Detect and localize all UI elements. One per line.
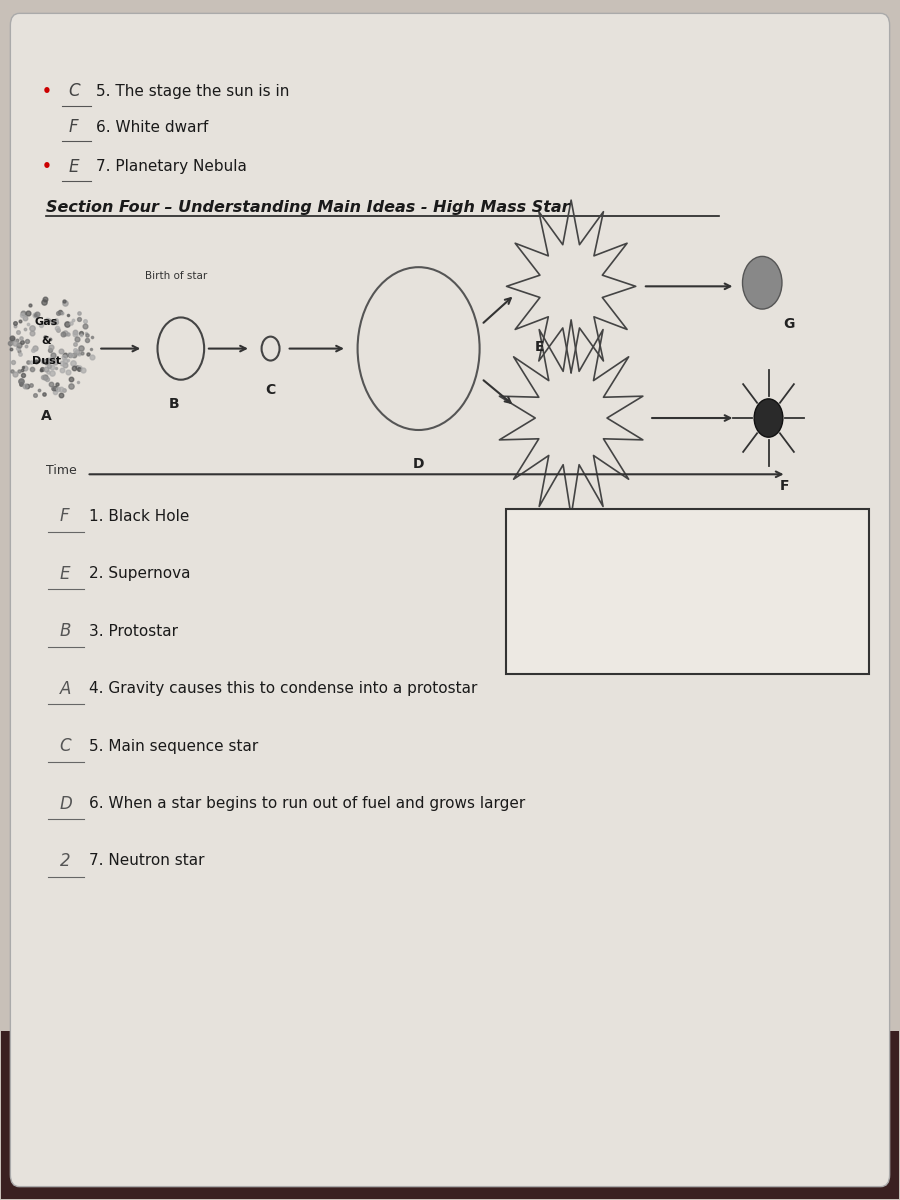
FancyBboxPatch shape	[11, 13, 889, 1187]
Text: 4. Gravity causes this to condense into a protostar: 4. Gravity causes this to condense into …	[89, 682, 478, 696]
Text: 5. The stage the sun is in: 5. The stage the sun is in	[95, 84, 289, 98]
Text: F: F	[59, 508, 69, 526]
Text: 5. Main sequence star: 5. Main sequence star	[89, 738, 258, 754]
Text: 7. Neutron star: 7. Neutron star	[89, 853, 205, 869]
Text: 7. Planetary Nebula: 7. Planetary Nebula	[95, 160, 247, 174]
Text: D: D	[413, 457, 424, 472]
Text: G: G	[784, 317, 795, 331]
Circle shape	[754, 398, 783, 437]
Text: Write down the letter that
matches each object.: Write down the letter that matches each …	[590, 552, 780, 584]
Text: B: B	[59, 622, 71, 640]
Text: E: E	[59, 565, 70, 583]
Bar	[2, 1031, 898, 1199]
Text: A: A	[59, 679, 71, 697]
FancyBboxPatch shape	[506, 509, 869, 674]
Circle shape	[742, 257, 782, 310]
Text: Gas: Gas	[34, 317, 58, 328]
Text: 6. When a star begins to run out of fuel and grows larger: 6. When a star begins to run out of fuel…	[89, 796, 526, 811]
Text: Birth of star: Birth of star	[145, 271, 208, 281]
Text: 6. White dwarf: 6. White dwarf	[95, 120, 208, 134]
Text: E: E	[535, 340, 544, 354]
Text: B: B	[168, 397, 179, 412]
Text: D: D	[59, 794, 73, 812]
Text: F: F	[68, 118, 78, 136]
Text: •: •	[41, 160, 51, 174]
Text: 1. Black Hole: 1. Black Hole	[89, 509, 190, 523]
Text: C: C	[68, 82, 80, 100]
Text: 2: 2	[59, 852, 70, 870]
Text: Time: Time	[46, 464, 77, 478]
Text: Section Four – Understanding Main Ideas - High Mass Star: Section Four – Understanding Main Ideas …	[46, 200, 570, 215]
Text: A.  ?: A. ?	[583, 629, 628, 648]
Text: 3. Protostar: 3. Protostar	[89, 624, 178, 638]
Text: E: E	[68, 157, 79, 175]
Text: C: C	[59, 737, 71, 755]
Text: Dust: Dust	[32, 355, 61, 366]
Text: 2. Supernova: 2. Supernova	[89, 566, 191, 581]
Text: F: F	[780, 479, 789, 493]
Text: &: &	[41, 336, 51, 347]
Text: A: A	[40, 409, 51, 424]
Text: •: •	[41, 84, 51, 98]
Text: C: C	[266, 383, 275, 397]
